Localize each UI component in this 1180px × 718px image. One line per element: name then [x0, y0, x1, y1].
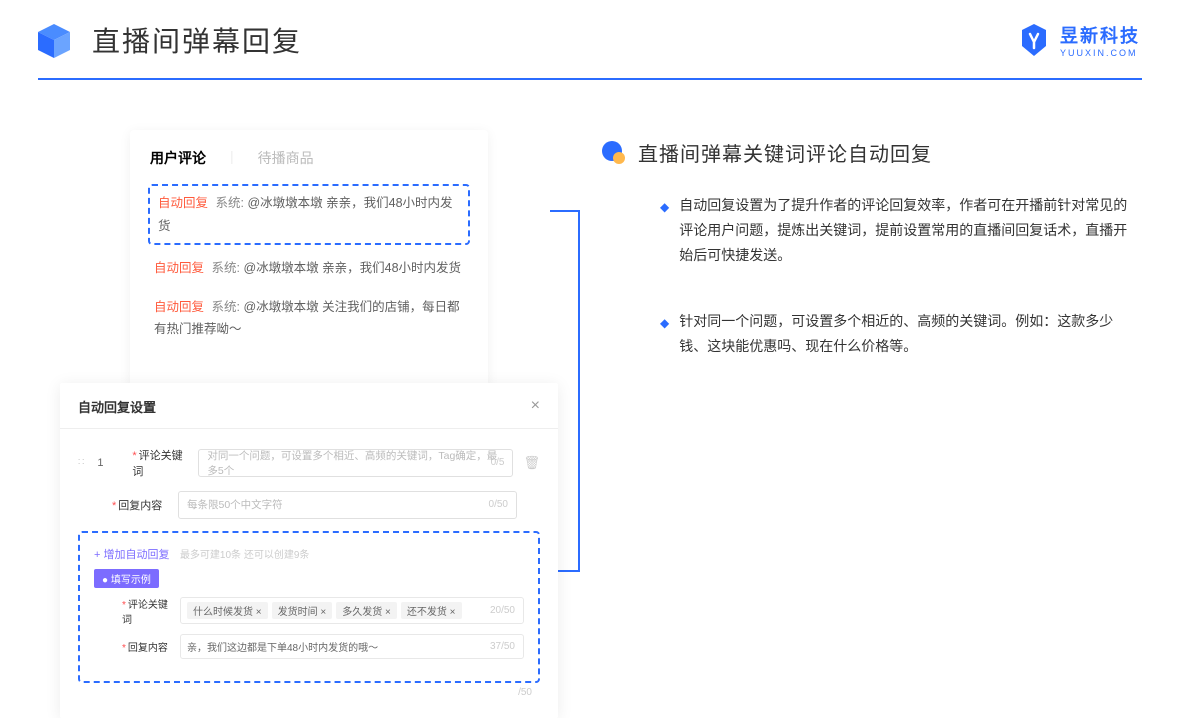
sys-prefix: 系统: [216, 196, 244, 210]
tag-chip[interactable]: 多久发货 × [336, 602, 397, 619]
auto-reply-tag: 自动回复 [154, 300, 204, 314]
keyword-label: *评论关键词 [132, 447, 188, 479]
bullet-item: ◆ 针对同一个问题，可设置多个相近的、高频的关键词。例如：这款多少钱、这块能优惠… [660, 309, 1140, 359]
connector-line [550, 210, 580, 212]
outer-count: /50 [78, 683, 540, 698]
settings-title: 自动回复设置 [78, 397, 156, 416]
sys-prefix: 系统: [212, 300, 240, 314]
comment-text: @冰墩墩本墩 亲亲，我们48小时内发货 [243, 261, 461, 275]
logo-icon [1016, 22, 1052, 58]
settings-card: 自动回复设置 × ∷ 1 *评论关键词 对同一个问题，可设置多个相近、高频的关键… [60, 383, 558, 718]
ex-reply-input[interactable]: 亲，我们这边都是下单48小时内发货的哦～ 37/50 [180, 634, 524, 659]
logo-en: YUUXIN.COM [1060, 48, 1140, 58]
keyword-input[interactable]: 对同一个问题，可设置多个相近、高频的关键词，Tag确定，最多5个 0/5 [198, 449, 513, 477]
tab-divider: | [230, 148, 234, 168]
reply-input[interactable]: 每条限50个中文字符 0/50 [178, 491, 517, 519]
tag-chip[interactable]: 还不发货 × [401, 602, 462, 619]
char-count: 0/50 [489, 499, 508, 510]
ex-keyword-label: *评论关键词 [122, 596, 172, 626]
diamond-icon: ◆ [660, 313, 669, 359]
comment-item-highlighted: 自动回复 系统: @冰墩墩本墩 亲亲，我们48小时内发货 [148, 184, 470, 245]
diamond-icon: ◆ [660, 197, 669, 269]
connector-line [578, 210, 580, 570]
bullet-item: ◆ 自动回复设置为了提升作者的评论回复效率，作者可在开播前针对常见的评论用户问题… [660, 193, 1140, 269]
tab-user-comments[interactable]: 用户评论 [150, 148, 206, 168]
auto-reply-tag: 自动回复 [154, 261, 204, 275]
row-number: 1 [94, 457, 106, 469]
tab-pending-goods[interactable]: 待播商品 [258, 148, 314, 168]
logo-cn: 昱新科技 [1060, 22, 1140, 48]
add-hint: 最多可建10条 还可以创建9条 [180, 550, 309, 561]
tag-chip[interactable]: 发货时间 × [272, 602, 333, 619]
reply-label: *回复内容 [112, 497, 168, 513]
example-box: + 增加自动回复 最多可建10条 还可以创建9条 ● 填写示例 *评论关键词 什… [78, 531, 540, 683]
cube-icon [34, 20, 74, 60]
sys-prefix: 系统: [212, 261, 240, 275]
tag-chip[interactable]: 什么时候发货 × [187, 602, 268, 619]
chat-bubble-icon [600, 140, 626, 166]
ex-keyword-input[interactable]: 什么时候发货 × 发货时间 × 多久发货 × 还不发货 × 20/50 [180, 597, 524, 624]
drag-handle-icon[interactable]: ∷ [78, 457, 84, 468]
section-subtitle: 直播间弹幕关键词评论自动回复 [638, 138, 932, 167]
add-auto-reply-link[interactable]: + 增加自动回复 [94, 549, 169, 561]
page-title: 直播间弹幕回复 [92, 20, 302, 60]
example-badge: ● 填写示例 [94, 569, 159, 588]
ex-reply-label: *回复内容 [122, 639, 172, 654]
close-icon[interactable]: × [531, 397, 540, 415]
brand-logo: 昱新科技 YUUXIN.COM [1016, 22, 1140, 58]
comment-item: 自动回复 系统: @冰墩墩本墩 亲亲，我们48小时内发货 [148, 253, 470, 284]
auto-reply-tag: 自动回复 [158, 196, 208, 210]
char-count: 0/5 [491, 457, 505, 468]
comment-card: 用户评论 | 待播商品 自动回复 系统: @冰墩墩本墩 亲亲，我们48小时内发货… [130, 130, 488, 393]
comment-item: 自动回复 系统: @冰墩墩本墩 关注我们的店铺，每日都有热门推荐呦～ [148, 292, 470, 345]
trash-icon[interactable]: 🗑 [523, 455, 540, 471]
